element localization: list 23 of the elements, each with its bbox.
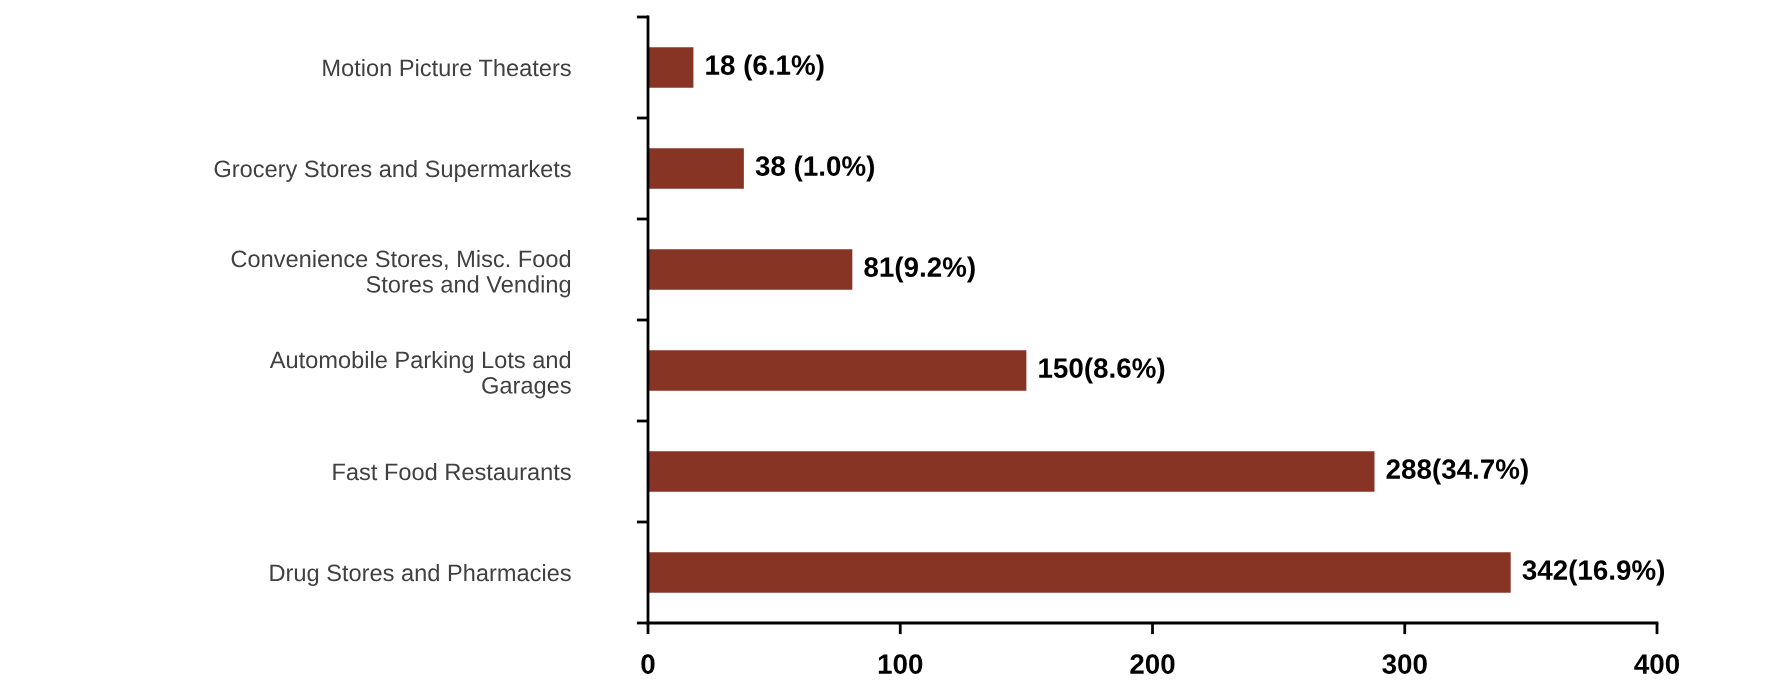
bar bbox=[648, 249, 853, 290]
data-label: 38 (1.0%) bbox=[755, 155, 875, 182]
data-label: 342(16.9%) bbox=[1522, 559, 1665, 586]
x-tick-label: 100 bbox=[878, 654, 923, 674]
bar bbox=[648, 451, 1375, 492]
y-tick-label: Convenience Stores, Misc. Food Stores and Vending bbox=[231, 249, 571, 298]
x-tick-label: 200 bbox=[1130, 654, 1175, 674]
y-tick-label: Automobile Parking Lots and Garages bbox=[269, 350, 571, 399]
x-tick-label: 300 bbox=[1382, 654, 1427, 674]
y-tick-label: Fast Food Restaurants bbox=[333, 462, 571, 481]
bar bbox=[648, 350, 1027, 391]
y-tick-label: Grocery Stores and Supermarkets bbox=[214, 159, 571, 182]
data-label: 288(34.7%) bbox=[1386, 458, 1528, 485]
y-tick-label: Drug Stores and Pharmacies bbox=[270, 563, 571, 586]
y-tick-label: Motion Picture Theaters bbox=[323, 58, 571, 77]
bar bbox=[648, 552, 1511, 593]
bar bbox=[648, 47, 694, 88]
data-label: 18 (6.1%) bbox=[706, 54, 824, 81]
x-tick-label: 400 bbox=[1634, 654, 1680, 674]
x-tick-label: 0 bbox=[641, 654, 655, 674]
data-label: 81(9.2%) bbox=[864, 256, 975, 283]
data-label: 150(8.6%) bbox=[1039, 357, 1165, 384]
bar bbox=[648, 148, 744, 189]
